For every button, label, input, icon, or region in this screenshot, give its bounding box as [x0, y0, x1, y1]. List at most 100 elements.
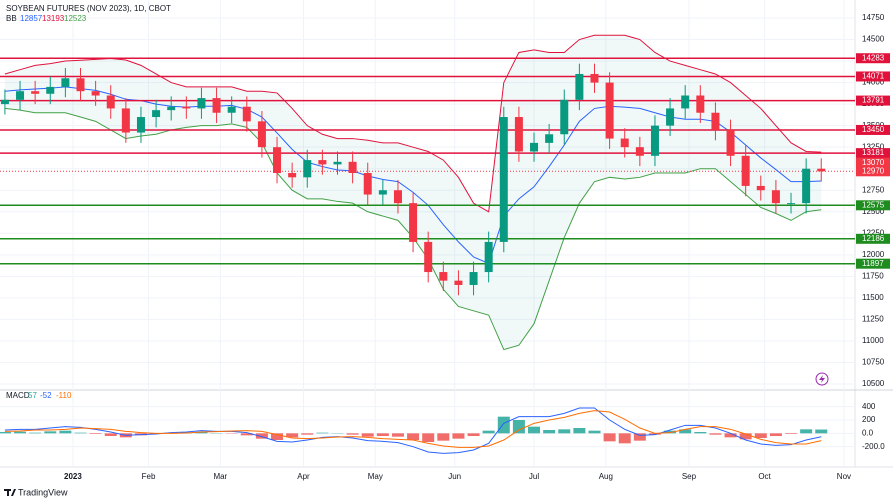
macd-histogram-bar [0, 432, 11, 434]
x-tick-label: Mar [213, 472, 227, 481]
candle-body [152, 110, 161, 118]
level-box [856, 124, 890, 135]
macd-histogram-bar [618, 433, 631, 444]
candle-body [439, 272, 448, 281]
x-tick-label: Feb [142, 472, 156, 481]
x-tick-label: Sep [682, 472, 697, 481]
y-tick-label: 12750 [862, 185, 885, 194]
candle-body [424, 241, 433, 273]
candle-body [378, 190, 387, 195]
macd-histogram-bar [29, 432, 42, 434]
bb-basis: 12857 [20, 14, 43, 23]
candle-body [620, 138, 629, 148]
x-tick-label: May [368, 472, 383, 481]
macd-histogram-bar [195, 432, 208, 434]
candle-body [318, 160, 327, 165]
candle-body [530, 142, 539, 152]
candle-body [288, 173, 297, 178]
candle-body [0, 99, 9, 105]
candle-body [91, 91, 100, 96]
x-tick-label: Aug [599, 472, 613, 481]
macd-tick-label: 0.0 [862, 428, 874, 437]
macd-histogram-bar [422, 433, 435, 442]
macd-tick-label: 400 [862, 402, 876, 411]
level-box [856, 53, 890, 64]
candle-body [741, 155, 750, 186]
bb-lower: 12523 [64, 14, 87, 23]
candle-body [545, 134, 554, 143]
macd-histogram-bar [694, 432, 707, 434]
candle-body [560, 99, 569, 135]
macd-histogram-bar [709, 433, 722, 435]
macd-histogram-bar [255, 433, 268, 439]
candle-body [76, 78, 85, 92]
y-tick-label: 10500 [862, 379, 885, 388]
macd-histogram-bar [391, 433, 404, 437]
macd-histogram-bar [512, 420, 525, 434]
macd-histogram-bar [588, 430, 601, 434]
macd-histogram-bar [14, 431, 27, 434]
candle-body [46, 86, 55, 94]
candle-body [333, 161, 342, 165]
level-box [856, 71, 890, 82]
y-tick-label: 14500 [862, 35, 885, 44]
brand: TradingView [4, 487, 68, 497]
chart-title: SOYBEAN FUTURES (NOV 2023), 1D, CBOT [6, 4, 171, 13]
candle-body [666, 108, 675, 126]
macd-histogram-bar [785, 433, 798, 434]
macd-histogram-bar [271, 433, 284, 440]
y-tick-label: 11750 [862, 271, 884, 280]
macd-histogram-bar [679, 429, 692, 434]
candle-body [575, 73, 584, 100]
macd-histogram-bar [497, 416, 510, 434]
y-tick-label: 14000 [862, 78, 885, 87]
candle-body [681, 95, 690, 109]
macd-histogram-bar [316, 432, 329, 434]
macd-histogram-bar [407, 433, 420, 440]
band-upper [4, 34, 822, 213]
candle-body [16, 91, 25, 100]
macd-histogram-bar [633, 433, 646, 441]
candle-body [106, 95, 115, 109]
macd-histogram-bar [59, 430, 72, 434]
macd-histogram-bar [437, 433, 450, 441]
candle-body [650, 125, 659, 156]
macd-histogram-bar [664, 430, 677, 434]
macd-histogram-bar [482, 430, 495, 434]
level-label: 14071 [862, 72, 885, 81]
macd-legend: MACD 57 -52 -110 [6, 391, 72, 400]
level-label: 13791 [862, 96, 885, 105]
y-tick-label: 12250 [862, 228, 885, 237]
x-tick-label: Nov [837, 472, 851, 481]
price-label: 13070 [862, 158, 885, 167]
level-label: 14283 [862, 53, 885, 62]
x-tick-label: Oct [758, 472, 771, 481]
level-box [856, 200, 890, 211]
candle-body [31, 91, 40, 94]
bb-label: BB [6, 14, 17, 23]
candle-body [635, 147, 644, 156]
candle-body [348, 161, 357, 174]
macd-histogram-bar [44, 431, 57, 434]
macd-histogram-bar [800, 429, 813, 434]
candle-body [167, 106, 176, 111]
brand-logo [4, 489, 16, 496]
candle-body [212, 98, 221, 113]
bb-upper: 13193 [42, 14, 65, 23]
candle-body [787, 203, 796, 205]
macd-histogram-bar [528, 426, 541, 434]
candle-body [242, 106, 251, 122]
macd-histogram-bar [346, 433, 359, 435]
alert-icon[interactable] [815, 372, 829, 386]
candle-body [711, 112, 720, 130]
level-label: 13450 [862, 125, 885, 134]
candle-body [696, 95, 705, 113]
macd-histogram-bar [648, 433, 661, 435]
macd-histogram-bar [452, 433, 465, 439]
macd-histogram-bar [286, 433, 299, 438]
candle-body [363, 173, 372, 195]
level-box [856, 233, 890, 244]
y-tick-label: 11000 [862, 336, 884, 345]
price-box [856, 166, 890, 177]
candle-body [227, 106, 236, 113]
